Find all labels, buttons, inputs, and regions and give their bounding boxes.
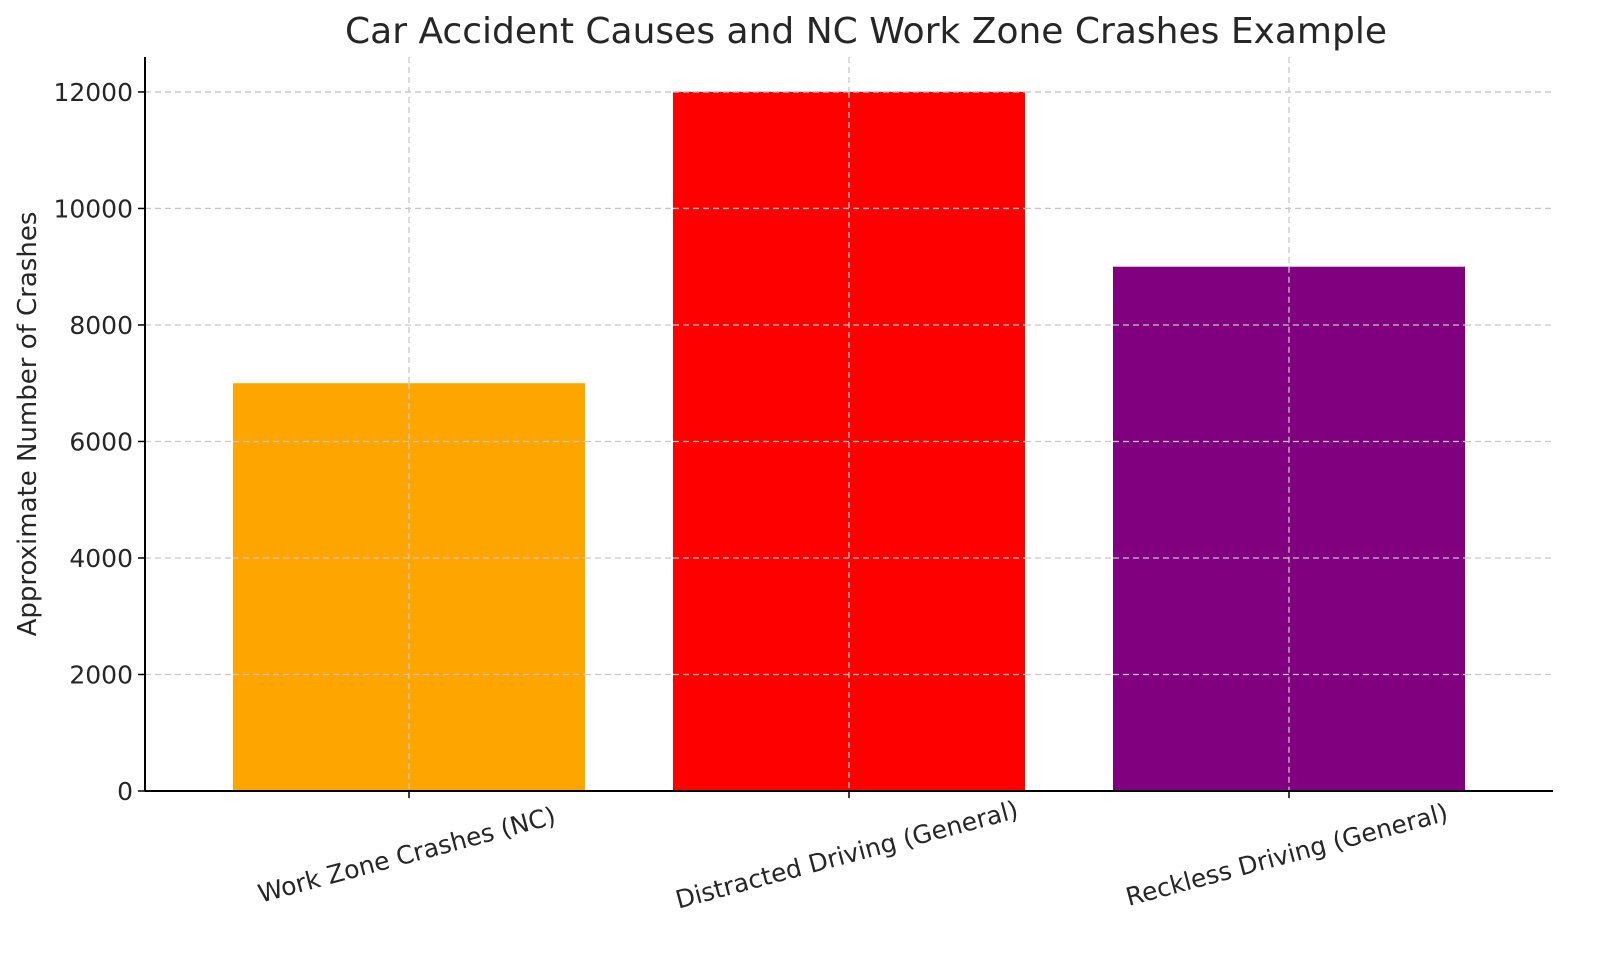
y-axis-ticks: 0 2000 4000 6000 8000 10000 12000 <box>53 78 145 806</box>
y-tick-label: 12000 <box>53 78 133 107</box>
y-tick-label: 8000 <box>69 311 133 340</box>
x-tick-label: Reckless Driving (General) <box>1123 798 1451 912</box>
y-tick-label: 6000 <box>69 427 133 456</box>
y-tick-label: 0 <box>117 777 133 806</box>
y-tick-label: 10000 <box>53 194 133 223</box>
x-tick-label: Distracted Driving (General) <box>672 795 1021 914</box>
y-tick-label: 4000 <box>69 544 133 573</box>
bars <box>233 91 1465 791</box>
x-axis-ticks: Work Zone Crashes (NC) Distracted Driving… <box>255 791 1451 915</box>
x-tick-label: Work Zone Crashes (NC) <box>255 801 559 908</box>
chart-title: Car Accident Causes and NC Work Zone Cra… <box>345 11 1387 52</box>
y-axis-label: Approximate Number of Crashes <box>13 212 43 637</box>
y-tick-label: 2000 <box>69 660 133 689</box>
